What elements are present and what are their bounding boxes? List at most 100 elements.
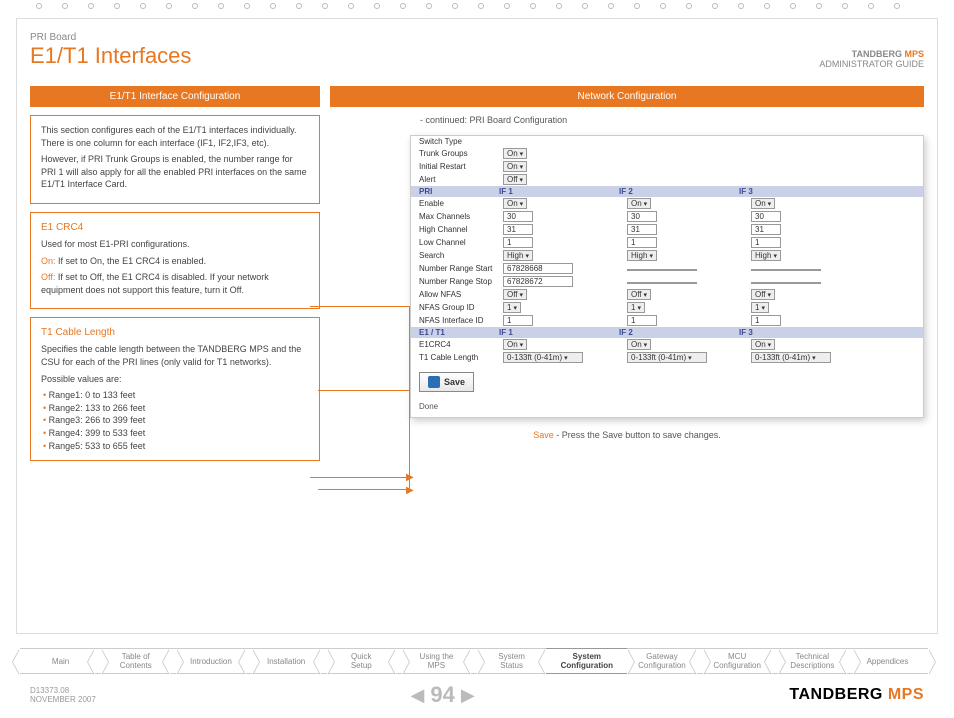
on-label: On: — [41, 256, 56, 266]
e1crc4-desc: Used for most E1-PRI configurations. — [41, 238, 309, 251]
e1crc4-if2[interactable]: On — [627, 339, 651, 350]
initial-restart-label: Initial Restart — [419, 162, 499, 171]
nr-start-label: Number Range Start — [419, 264, 499, 273]
page-footer: D13373.08 NOVEMBER 2007 ◀ 94 ▶ TANDBERG … — [30, 682, 924, 708]
right-col-header: Network Configuration — [330, 86, 924, 107]
max-ch-if3[interactable]: 30 — [751, 211, 781, 222]
intro-p2: However, if PRI Trunk Groups is enabled,… — [41, 153, 309, 191]
allow-nfas-if2[interactable]: Off — [627, 289, 651, 300]
enable-if2[interactable]: On — [627, 198, 651, 209]
on-text: If set to On, the E1 CRC4 is enabled. — [58, 256, 206, 266]
nfas-iid-if1[interactable]: 1 — [503, 315, 533, 326]
allow-nfas-if3[interactable]: Off — [751, 289, 775, 300]
high-ch-if2[interactable]: 31 — [627, 224, 657, 235]
bottom-nav: MainTable ofContentsIntroductionInstalla… — [26, 648, 928, 674]
max-ch-if2[interactable]: 30 — [627, 211, 657, 222]
alert-select[interactable]: Off — [503, 174, 527, 185]
max-ch-if1[interactable]: 30 — [503, 211, 533, 222]
nfas-gid-if3[interactable]: 1 — [751, 302, 769, 313]
nr-start-if1[interactable]: 67828668 — [503, 263, 573, 274]
nr-stop-label: Number Range Stop — [419, 277, 499, 286]
doc-id: D13373.08 NOVEMBER 2007 — [30, 686, 96, 704]
save-icon — [428, 376, 440, 388]
nfas-gid-if1[interactable]: 1 — [503, 302, 521, 313]
right-column: Network Configuration - continued: PRI B… — [330, 86, 924, 618]
e1crc4-if1[interactable]: On — [503, 339, 527, 350]
initial-restart-select[interactable]: On — [503, 161, 527, 172]
t1-box: T1 Cable Length Specifies the cable leng… — [30, 317, 320, 461]
search-label: Search — [419, 251, 499, 260]
nav-tab[interactable]: SystemConfiguration — [546, 648, 627, 674]
nfas-gid-label: NFAS Group ID — [419, 303, 499, 312]
range-item: Range5: 533 to 655 feet — [43, 440, 309, 453]
page-number: 94 — [430, 682, 454, 708]
nr-stop-if1[interactable]: 67828672 — [503, 276, 573, 287]
enable-if3[interactable]: On — [751, 198, 775, 209]
t1-ranges: Range1: 0 to 133 feet Range2: 133 to 266… — [43, 389, 309, 452]
left-column: E1/T1 Interface Configuration This secti… — [30, 86, 320, 618]
brand-label: TANDBERG MPS — [819, 49, 924, 59]
nr-start-if3[interactable] — [751, 269, 821, 271]
search-if2[interactable]: High — [627, 250, 657, 261]
pri-section-header: PRIIF 1IF 2IF 3 — [411, 186, 923, 197]
alert-label: Alert — [419, 175, 499, 184]
save-button[interactable]: Save — [419, 372, 474, 392]
nfas-iid-label: NFAS Interface ID — [419, 316, 499, 325]
search-if3[interactable]: High — [751, 250, 781, 261]
enable-label: Enable — [419, 199, 499, 208]
arrow-icon: ▶ — [406, 485, 414, 496]
e1crc4-row-label: E1CRC4 — [419, 340, 499, 349]
page-header: PRI Board E1/T1 Interfaces TANDBERG MPS … — [30, 32, 924, 69]
brand-footer: TANDBERG MPS — [789, 686, 924, 704]
nfas-iid-if2[interactable]: 1 — [627, 315, 657, 326]
switch-type-label: Switch Type — [419, 137, 499, 146]
range-item: Range3: 266 to 399 feet — [43, 414, 309, 427]
page-title: E1/T1 Interfaces — [30, 43, 191, 69]
save-note: Save - Press the Save button to save cha… — [330, 430, 924, 440]
header-sub: PRI Board — [30, 32, 191, 43]
nfas-iid-if3[interactable]: 1 — [751, 315, 781, 326]
trunk-groups-label: Trunk Groups — [419, 149, 499, 158]
allow-nfas-if1[interactable]: Off — [503, 289, 527, 300]
e1t1-section-header: E1 / T1IF 1IF 2IF 3 — [411, 327, 923, 338]
low-ch-label: Low Channel — [419, 238, 499, 247]
guide-label: ADMINISTRATOR GUIDE — [819, 59, 924, 69]
trunk-groups-select[interactable]: On — [503, 148, 527, 159]
t1cable-if3[interactable]: 0-133ft (0-41m) — [751, 352, 831, 363]
e1crc4-if3[interactable]: On — [751, 339, 775, 350]
prev-page-icon[interactable]: ◀ — [411, 685, 425, 706]
low-ch-if1[interactable]: 1 — [503, 237, 533, 248]
max-ch-label: Max Channels — [419, 212, 499, 221]
t1cable-row-label: T1 Cable Length — [419, 353, 499, 362]
nr-start-if2[interactable] — [627, 269, 697, 271]
continued-label: - continued: PRI Board Configuration — [330, 115, 924, 125]
high-ch-label: High Channel — [419, 225, 499, 234]
connector-line-2 — [318, 390, 410, 490]
config-screenshot: Switch Type Trunk Groups On Initial Resta… — [410, 135, 924, 418]
allow-nfas-label: Allow NFAS — [419, 290, 499, 299]
range-item: Range2: 133 to 266 feet — [43, 402, 309, 415]
nfas-gid-if2[interactable]: 1 — [627, 302, 645, 313]
t1-desc: Specifies the cable length between the T… — [41, 343, 309, 368]
low-ch-if2[interactable]: 1 — [627, 237, 657, 248]
t1cable-if1[interactable]: 0-133ft (0-41m) — [503, 352, 583, 363]
off-label: Off: — [41, 272, 55, 282]
t1-title: T1 Cable Length — [41, 326, 309, 340]
e1crc4-box: E1 CRC4 Used for most E1-PRI configurati… — [30, 212, 320, 309]
t1-possible: Possible values are: — [41, 373, 309, 386]
done-label: Done — [411, 400, 923, 417]
range-item: Range4: 399 to 533 feet — [43, 427, 309, 440]
enable-if1[interactable]: On — [503, 198, 527, 209]
off-text: If set to Off, the E1 CRC4 is disabled. … — [41, 272, 269, 295]
page-nav: ◀ 94 ▶ — [411, 682, 475, 708]
search-if1[interactable]: High — [503, 250, 533, 261]
low-ch-if3[interactable]: 1 — [751, 237, 781, 248]
left-col-header: E1/T1 Interface Configuration — [30, 86, 320, 107]
nr-stop-if2[interactable] — [627, 282, 697, 284]
t1cable-if2[interactable]: 0-133ft (0-41m) — [627, 352, 707, 363]
high-ch-if1[interactable]: 31 — [503, 224, 533, 235]
range-item: Range1: 0 to 133 feet — [43, 389, 309, 402]
next-page-icon[interactable]: ▶ — [461, 685, 475, 706]
nr-stop-if3[interactable] — [751, 282, 821, 284]
high-ch-if3[interactable]: 31 — [751, 224, 781, 235]
